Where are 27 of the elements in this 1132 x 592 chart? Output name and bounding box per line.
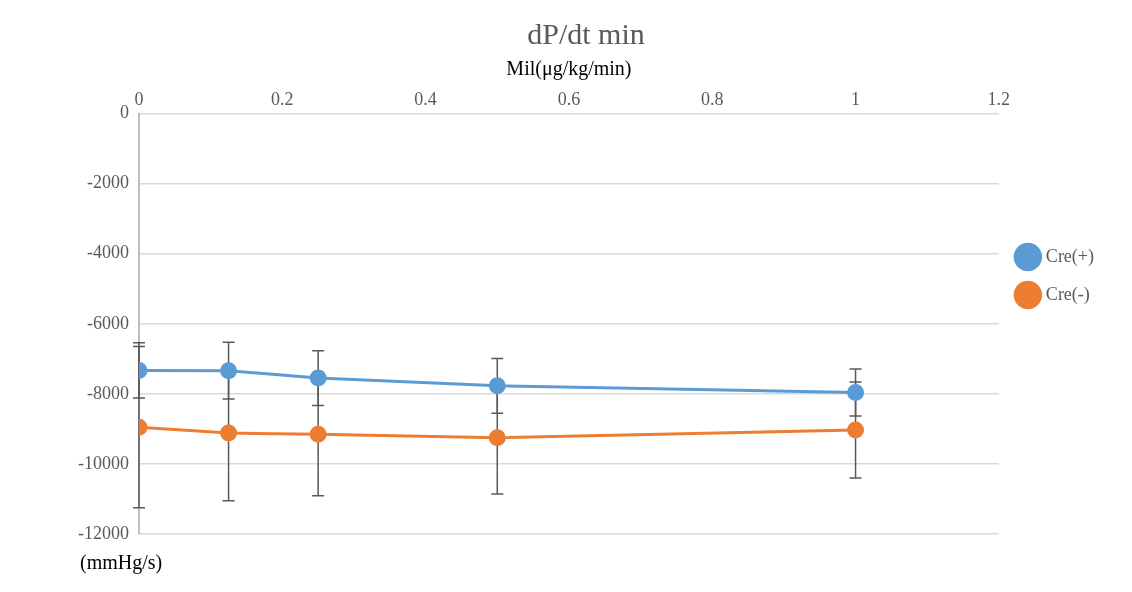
legend-label: Cre(-): [1045, 283, 1090, 305]
point: [309, 425, 327, 443]
point: [220, 424, 238, 442]
x-tick-label: 0.6: [557, 88, 581, 109]
point: [309, 369, 327, 387]
y-tick-label: -12000: [77, 522, 129, 543]
x-tick-label: 0.4: [414, 88, 437, 109]
point: [847, 383, 865, 401]
y-tick-label: -4000: [86, 242, 129, 263]
y-tick-label: -2000: [86, 172, 129, 193]
point: [488, 377, 506, 395]
x-tick-label: 1: [851, 88, 861, 109]
x-tick-label: 0: [134, 88, 144, 109]
y-axis-title: (mmHg/s): [80, 551, 163, 575]
x-tick-label: 0.2: [271, 88, 294, 109]
y-tick-label: -8000: [86, 382, 129, 403]
y-tick-label: -6000: [86, 312, 129, 333]
point: [488, 429, 506, 447]
chart-title: dP/dt min: [527, 16, 645, 50]
x-tick-label: 0.8: [701, 88, 724, 109]
legend-label: Cre(+): [1045, 245, 1095, 267]
y-tick-label: -10000: [77, 452, 129, 473]
point: [847, 421, 865, 439]
x-axis-title: Mil(μg/kg/min): [506, 57, 632, 81]
y-tick-label: 0: [119, 102, 129, 123]
x-tick-label: 1.2: [987, 88, 1011, 109]
point: [220, 362, 238, 380]
